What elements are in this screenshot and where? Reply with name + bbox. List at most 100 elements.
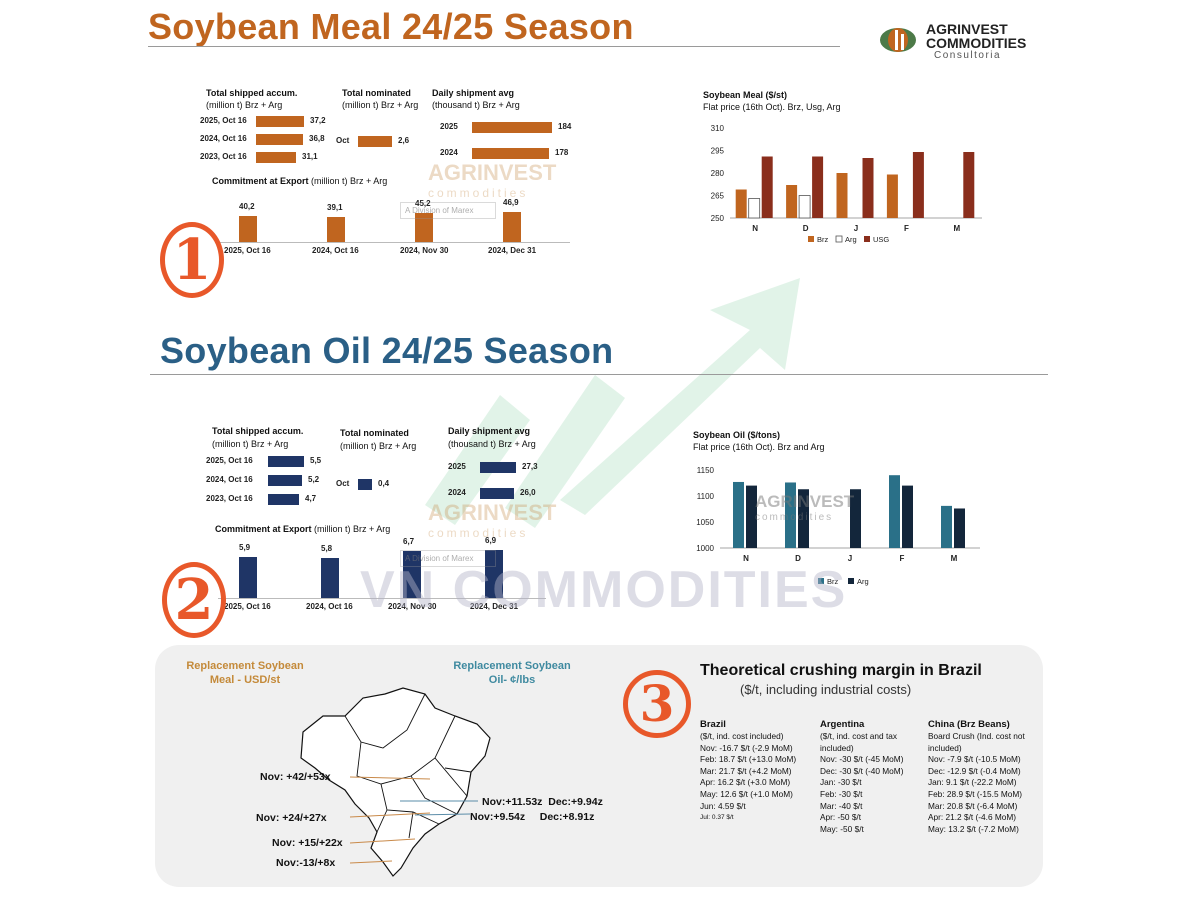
price-bar-usg [761, 156, 773, 218]
hbar-label: 2025 [448, 462, 466, 471]
hbar-label: Oct [336, 479, 350, 488]
meal-shipped-title: Total shipped accum. [206, 88, 298, 98]
crush-column-sub: included) [928, 742, 962, 753]
growth-arrow-watermark [425, 278, 800, 528]
meal-nominated-sub: (million t) Brz + Arg [342, 100, 419, 110]
commit-label: 2024, Nov 30 [400, 246, 449, 255]
price-bar-usg [963, 152, 975, 218]
y-tick-label: 295 [711, 147, 725, 156]
oil-title-rule [150, 374, 1048, 375]
x-tick-label: J [848, 554, 852, 563]
brazil-map [300, 687, 491, 877]
hbar-label: 2024 [448, 488, 466, 497]
bottom-panel [155, 645, 1043, 887]
hbar-label: 2023, Oct 16 [200, 152, 247, 161]
crush-column-sub: ($/t, ind. cost and tax [820, 731, 898, 741]
hbar-label: 2024 [440, 148, 458, 157]
hbar-value: 36,8 [309, 134, 325, 143]
price-bar-brz [889, 475, 900, 548]
crush-column-head: Argentina [820, 719, 865, 730]
marex-watermark-meal: A Division of Marex [400, 202, 496, 219]
legend-label: Brz [827, 577, 839, 586]
crush-line: Feb: -30 $/t [820, 788, 863, 799]
legend-swatch [835, 235, 843, 243]
commit-bar [485, 550, 503, 598]
crush-line: Jul: 0.37 $/t [700, 814, 734, 822]
price-bar-arg [902, 485, 913, 548]
y-tick-label: 1100 [697, 492, 715, 501]
hbar-value: 31,1 [302, 152, 318, 161]
legend-swatch [818, 578, 824, 584]
crush-line: Dec: -30 $/t (-40 MoM) [820, 765, 904, 776]
legend-label: USG [873, 235, 889, 244]
hbar-value: 184 [558, 122, 572, 131]
meal-shipped-bars: 2025, Oct 16 37,2 2024, Oct 16 36,8 2023, Oc… [200, 116, 330, 170]
commit-label: 2025, Oct 16 [224, 246, 271, 255]
marex-watermark-oil: A Division of Marex [400, 550, 496, 567]
commit-axis [218, 598, 546, 599]
crush-line: Mar: 20.8 $/t (-6.4 MoM) [928, 800, 1018, 811]
map-label: Nov: +15/+22x [272, 837, 343, 849]
hbar [358, 136, 392, 147]
agrinvest-watermark-oil: AGRINVEST commodities [428, 500, 557, 540]
commit-bar [403, 551, 421, 598]
commit-value: 45,2 [415, 199, 431, 208]
hbar-value: 0,4 [378, 479, 390, 488]
commit-value: 6,7 [403, 537, 415, 546]
oil-daily-title: Daily shipment avg [448, 426, 531, 436]
step-two-badge: 2 [162, 562, 226, 638]
crush-line: Nov: -16.7 $/t (-2.9 MoM) [700, 742, 793, 753]
crush-line: Feb: 28.9 $/t (-15.5 MoM) [928, 788, 1023, 799]
logo-line3: Consultoria [934, 50, 1002, 61]
meal-price-chart: 250 265 280 295 310 N D J F M Brz Arg USG [711, 124, 982, 244]
legend-swatch [808, 236, 814, 242]
commit-label: 2025, Oct 16 [224, 602, 271, 611]
crush-line: May: -50 $/t [820, 823, 864, 834]
hbar-label: 2025 [440, 122, 458, 131]
crush-column-sub: ($/t, ind. cost included) [700, 731, 784, 741]
hbar-value: 5,2 [308, 475, 320, 484]
crush-line: Nov: -30 $/t (-45 MoM) [820, 754, 904, 765]
oil-daily-bars: 2025 27,3 2024 26,0 [448, 462, 588, 508]
meal-commitment-title: Commitment at Export (million t) Brz + A… [212, 176, 388, 186]
crush-line: Jan: 9.1 $/t (-22.2 MoM) [928, 777, 1017, 788]
price-bar-usg [862, 158, 874, 218]
commit-value: 5,9 [239, 543, 251, 552]
vn-commodities-watermark: VN COMMODITIES [360, 561, 848, 619]
hbar [268, 456, 304, 467]
map-label: Nov:-13/+8x [276, 857, 336, 869]
logo-leaf-icon [880, 28, 916, 52]
price-bar-usg [812, 156, 824, 218]
hbar [472, 148, 549, 159]
oil-commitment-title: Commitment at Export (million t) Brz + A… [215, 524, 391, 534]
x-tick-label: D [803, 224, 809, 233]
price-bar-arg [850, 489, 861, 548]
price-bar-arg [954, 508, 965, 548]
price-bar-arg [798, 489, 809, 548]
crush-line: Jan: -30 $/t [820, 777, 862, 788]
replacement-meal-label: Replacement Soybean Meal - USD/st [186, 660, 304, 686]
crush-column-head: China (Brz Beans) [928, 719, 1010, 730]
commit-label: 2024, Oct 16 [306, 602, 353, 611]
hbar-label: Oct [336, 136, 350, 145]
hbar [268, 494, 299, 505]
map-label: Nov:+9.54z Dec:+8.91z [470, 811, 595, 823]
replacement-oil-label: Replacement Soybean Oil- ¢/lbs [453, 660, 571, 686]
price-bar-brz [786, 185, 798, 218]
commit-bar [415, 213, 433, 242]
commit-bar [239, 557, 257, 598]
x-tick-label: N [752, 224, 758, 233]
map-label: Nov:+11.53z Dec:+9.94z [482, 796, 603, 808]
oil-shipped-sub: (million t) Brz + Arg [212, 439, 289, 449]
price-bar-brz [735, 189, 747, 218]
price-bar-brz [941, 505, 952, 548]
logo-line2: COMMODITIES [926, 35, 1027, 51]
crush-column-sub: included) [820, 742, 854, 753]
y-tick-label: 1150 [697, 466, 715, 475]
hbar [256, 152, 296, 163]
commit-bar [239, 216, 257, 242]
commit-label: 2024, Dec 31 [470, 602, 519, 611]
commit-value: 46,9 [503, 198, 519, 207]
crush-line: Mar: 21.7 $/t (+4.2 MoM) [700, 765, 792, 776]
crush-line: Apr: 21.2 $/t (-4.6 MoM) [928, 812, 1017, 823]
